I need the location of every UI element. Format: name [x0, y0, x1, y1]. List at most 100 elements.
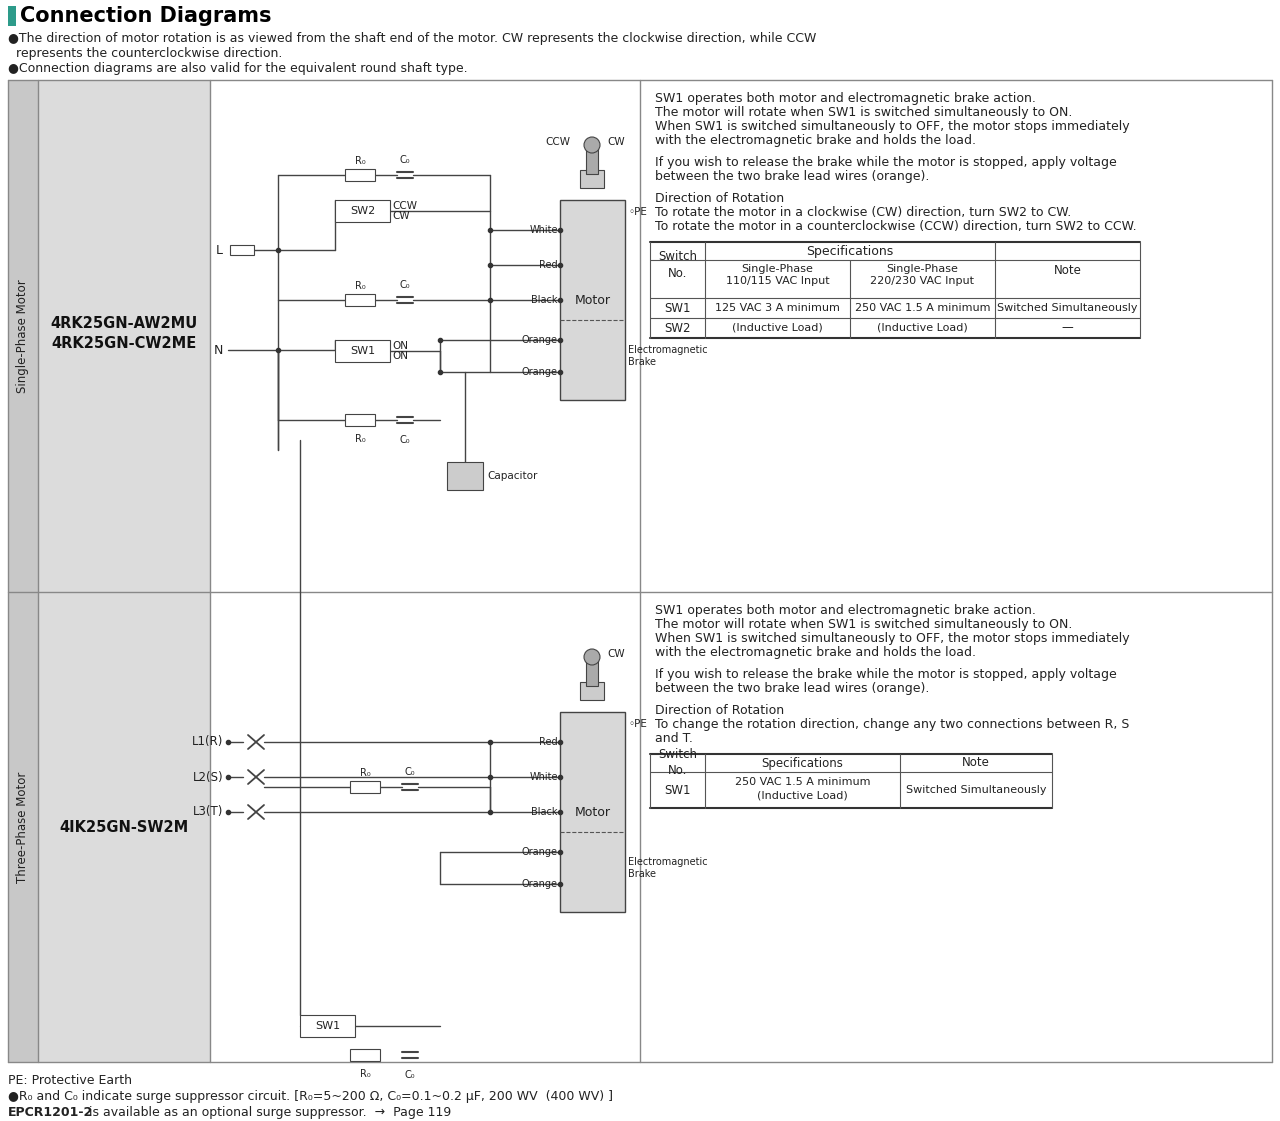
- Text: White: White: [530, 225, 558, 235]
- Text: CW: CW: [607, 649, 625, 659]
- Text: with the electromagnetic brake and holds the load.: with the electromagnetic brake and holds…: [655, 135, 977, 147]
- Text: R₀: R₀: [355, 281, 365, 291]
- Text: C₀: C₀: [399, 435, 411, 445]
- Text: Black: Black: [531, 295, 558, 305]
- Text: ON: ON: [392, 351, 408, 361]
- Text: Electromagnetic
Brake: Electromagnetic Brake: [628, 345, 708, 367]
- Text: Switch
No.: Switch No.: [658, 749, 698, 778]
- Text: PE: Protective Earth: PE: Protective Earth: [8, 1074, 132, 1087]
- Text: Single-Phase
110/115 VAC Input: Single-Phase 110/115 VAC Input: [726, 265, 829, 286]
- Text: EPCR1201-2: EPCR1201-2: [8, 1106, 93, 1119]
- Bar: [650, 754, 1052, 808]
- Text: CW: CW: [607, 137, 625, 147]
- Text: SW1: SW1: [349, 346, 375, 356]
- Text: SW1: SW1: [664, 784, 691, 797]
- Text: ON: ON: [392, 341, 408, 351]
- Text: between the two brake lead wires (orange).: between the two brake lead wires (orange…: [655, 682, 929, 695]
- Bar: [349, 781, 380, 793]
- Text: C₀: C₀: [404, 767, 415, 777]
- Circle shape: [584, 137, 600, 152]
- Bar: [561, 200, 625, 400]
- Text: Specifications: Specifications: [762, 757, 844, 769]
- Bar: [640, 80, 1272, 1062]
- Bar: [210, 80, 640, 1062]
- Text: Single-Phase Motor: Single-Phase Motor: [17, 279, 29, 392]
- Bar: [586, 660, 598, 686]
- Text: CCW: CCW: [392, 201, 417, 211]
- Bar: [38, 80, 210, 1062]
- Text: ◦PE: ◦PE: [628, 207, 646, 217]
- Text: ●Connection diagrams are also valid for the equivalent round shaft type.: ●Connection diagrams are also valid for …: [8, 62, 467, 75]
- Text: Note: Note: [963, 757, 989, 769]
- Text: L1(R): L1(R): [192, 735, 223, 749]
- Text: The motor will rotate when SW1 is switched simultaneously to ON.: The motor will rotate when SW1 is switch…: [655, 618, 1073, 631]
- Bar: [346, 414, 375, 426]
- Text: R₀: R₀: [360, 1069, 370, 1080]
- Text: Switched Simultaneously: Switched Simultaneously: [906, 785, 1046, 795]
- Text: 4RK25GN-AW2MU: 4RK25GN-AW2MU: [50, 316, 197, 332]
- Text: Orange: Orange: [522, 847, 558, 856]
- Text: CCW: CCW: [545, 137, 570, 147]
- Text: When SW1 is switched simultaneously to OFF, the motor stops immediately: When SW1 is switched simultaneously to O…: [655, 120, 1130, 133]
- Bar: [561, 712, 625, 912]
- Text: represents the counterclockwise direction.: represents the counterclockwise directio…: [8, 47, 283, 61]
- Bar: [447, 462, 483, 490]
- Text: SW1 operates both motor and electromagnetic brake action.: SW1 operates both motor and electromagne…: [655, 92, 1036, 105]
- Text: with the electromagnetic brake and holds the load.: with the electromagnetic brake and holds…: [655, 646, 977, 659]
- Text: SW1: SW1: [664, 302, 691, 315]
- Text: To rotate the motor in a counterclockwise (CCW) direction, turn SW2 to CCW.: To rotate the motor in a counterclockwis…: [655, 220, 1137, 233]
- Bar: [586, 148, 598, 174]
- Text: Note: Note: [1053, 263, 1082, 277]
- Text: R₀: R₀: [360, 768, 370, 778]
- Bar: [8, 6, 15, 26]
- Text: ●R₀ and C₀ indicate surge suppressor circuit. [R₀=5~200 Ω, C₀=0.1~0.2 μF, 200 WV: ●R₀ and C₀ indicate surge suppressor cir…: [8, 1090, 613, 1103]
- Text: If you wish to release the brake while the motor is stopped, apply voltage: If you wish to release the brake while t…: [655, 156, 1116, 169]
- Text: 125 VAC 3 A minimum: 125 VAC 3 A minimum: [716, 303, 840, 313]
- Bar: [8, 80, 38, 1062]
- Text: Orange: Orange: [522, 335, 558, 345]
- Text: Specifications: Specifications: [806, 244, 893, 258]
- Text: Motor: Motor: [575, 806, 611, 818]
- Bar: [349, 1049, 380, 1060]
- Text: Motor: Motor: [575, 294, 611, 306]
- Text: R₀: R₀: [355, 156, 365, 166]
- Text: is available as an optional surge suppressor.  →  Page 119: is available as an optional surge suppre…: [84, 1106, 452, 1119]
- Text: When SW1 is switched simultaneously to OFF, the motor stops immediately: When SW1 is switched simultaneously to O…: [655, 632, 1130, 645]
- Text: ●The direction of motor rotation is as viewed from the shaft end of the motor. C: ●The direction of motor rotation is as v…: [8, 33, 817, 45]
- Bar: [335, 340, 390, 362]
- Text: Orange: Orange: [522, 879, 558, 889]
- Text: between the two brake lead wires (orange).: between the two brake lead wires (orange…: [655, 170, 929, 183]
- Text: Electromagnetic
Brake: Electromagnetic Brake: [628, 858, 708, 879]
- Text: 4IK25GN-SW2M: 4IK25GN-SW2M: [59, 819, 188, 834]
- Text: and T.: and T.: [655, 732, 692, 745]
- Text: L: L: [216, 243, 223, 257]
- Text: Direction of Rotation: Direction of Rotation: [655, 192, 785, 205]
- Bar: [335, 200, 390, 222]
- Text: R₀: R₀: [355, 434, 365, 444]
- Text: Three-Phase Motor: Three-Phase Motor: [17, 771, 29, 882]
- Text: To rotate the motor in a clockwise (CW) direction, turn SW2 to CW.: To rotate the motor in a clockwise (CW) …: [655, 206, 1071, 219]
- Bar: [580, 170, 604, 188]
- Text: If you wish to release the brake while the motor is stopped, apply voltage: If you wish to release the brake while t…: [655, 668, 1116, 680]
- Text: Red: Red: [539, 260, 558, 270]
- Text: Capacitor: Capacitor: [486, 471, 538, 481]
- Bar: [300, 1015, 355, 1037]
- Text: 250 VAC 1.5 A minimum: 250 VAC 1.5 A minimum: [855, 303, 991, 313]
- Text: N: N: [214, 343, 223, 356]
- Text: (Inductive Load): (Inductive Load): [877, 323, 968, 333]
- Bar: [580, 682, 604, 700]
- Circle shape: [584, 649, 600, 665]
- Text: L2(S): L2(S): [192, 770, 223, 784]
- Text: SW1 operates both motor and electromagnetic brake action.: SW1 operates both motor and electromagne…: [655, 604, 1036, 617]
- Text: C₀: C₀: [399, 280, 411, 290]
- Text: ◦PE: ◦PE: [628, 719, 646, 729]
- Text: 4RK25GN-CW2ME: 4RK25GN-CW2ME: [51, 336, 197, 352]
- Text: SW1: SW1: [315, 1021, 340, 1031]
- Bar: [346, 294, 375, 306]
- Text: —: —: [1061, 322, 1074, 334]
- Text: To change the rotation direction, change any two connections between R, S: To change the rotation direction, change…: [655, 717, 1129, 731]
- Text: SW2: SW2: [664, 322, 691, 334]
- Text: L3(T): L3(T): [192, 806, 223, 818]
- Text: Red: Red: [539, 736, 558, 747]
- Text: (Inductive Load): (Inductive Load): [732, 323, 823, 333]
